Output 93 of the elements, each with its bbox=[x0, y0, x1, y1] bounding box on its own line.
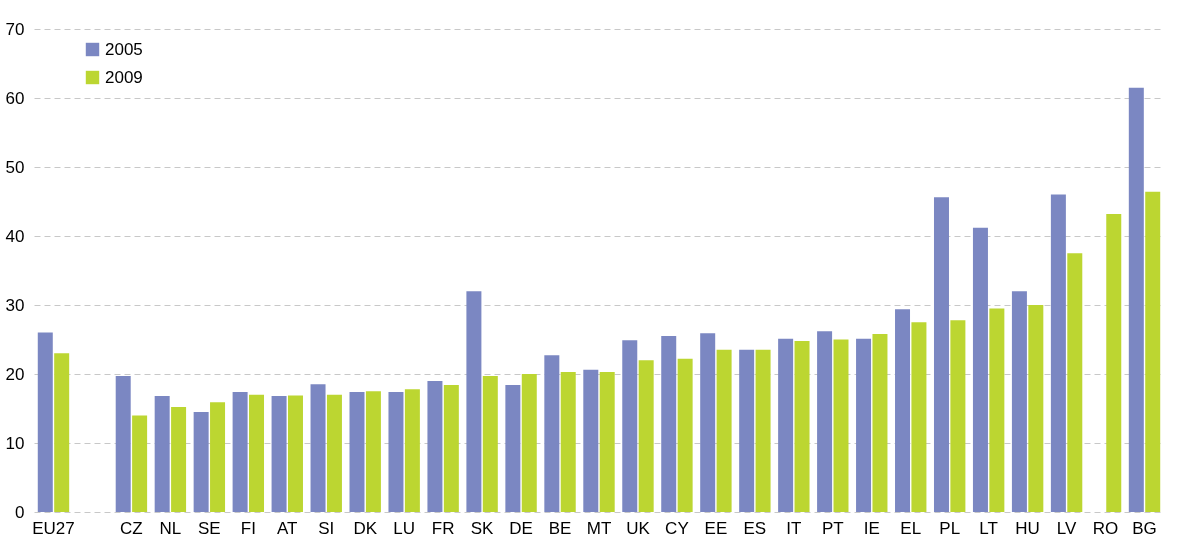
x-tick-label: LT bbox=[979, 518, 998, 538]
bar bbox=[833, 339, 849, 512]
bar bbox=[521, 374, 537, 512]
bar bbox=[349, 391, 365, 512]
bar bbox=[1050, 194, 1066, 512]
y-tick-label: 30 bbox=[5, 295, 25, 315]
bar bbox=[794, 340, 810, 512]
bar bbox=[466, 291, 482, 512]
bar bbox=[271, 396, 287, 512]
bar bbox=[171, 407, 187, 512]
y-tick-label: 0 bbox=[15, 502, 25, 522]
bar bbox=[1128, 87, 1144, 512]
y-tick-label: 20 bbox=[5, 364, 25, 384]
bar bbox=[210, 402, 226, 512]
legend-label: 2009 bbox=[105, 67, 143, 87]
bar bbox=[856, 338, 872, 512]
y-tick-label: 10 bbox=[5, 433, 25, 453]
x-tick-label: RO bbox=[1092, 518, 1119, 538]
bar bbox=[37, 332, 53, 512]
y-tick-label: 60 bbox=[5, 88, 25, 108]
bar bbox=[560, 371, 576, 512]
bar bbox=[872, 333, 888, 512]
bar bbox=[544, 355, 560, 512]
bar bbox=[895, 309, 911, 512]
bar bbox=[989, 308, 1005, 512]
x-tick-label: DK bbox=[353, 518, 378, 538]
y-tick-label: 40 bbox=[5, 226, 25, 246]
legend-label: 2005 bbox=[105, 39, 143, 59]
bar bbox=[1028, 305, 1044, 512]
bar bbox=[326, 394, 342, 512]
x-tick-label: SK bbox=[470, 518, 495, 538]
x-tick-label: BE bbox=[548, 518, 572, 538]
x-tick-label: CY bbox=[665, 518, 689, 538]
bar bbox=[599, 371, 615, 512]
x-tick-label: BG bbox=[1132, 518, 1157, 538]
x-tick-label: EE bbox=[704, 518, 728, 538]
bar bbox=[505, 385, 521, 512]
bar bbox=[404, 389, 420, 512]
bar bbox=[755, 349, 771, 512]
bar bbox=[677, 358, 693, 512]
bar bbox=[583, 369, 599, 512]
bar bbox=[1067, 253, 1083, 512]
bar bbox=[972, 227, 988, 512]
y-tick-label: 50 bbox=[5, 157, 25, 177]
bar bbox=[443, 385, 459, 512]
x-tick-label: FI bbox=[240, 518, 256, 538]
bar bbox=[310, 384, 326, 512]
bar bbox=[365, 391, 381, 512]
x-tick-label: MT bbox=[586, 518, 612, 538]
bar bbox=[427, 380, 443, 512]
x-tick-label: IT bbox=[786, 518, 802, 538]
x-tick-label: HU bbox=[1015, 518, 1040, 538]
bar bbox=[132, 415, 148, 512]
bar bbox=[1145, 191, 1161, 512]
bar bbox=[1011, 291, 1027, 512]
bar bbox=[778, 338, 794, 512]
y-tick-label: 70 bbox=[5, 19, 25, 39]
x-tick-label: FR bbox=[431, 518, 455, 538]
bar bbox=[661, 336, 677, 512]
bar bbox=[739, 349, 755, 512]
bar bbox=[933, 197, 949, 512]
x-tick-label: EL bbox=[900, 518, 922, 538]
bar bbox=[287, 395, 303, 512]
bar bbox=[249, 394, 265, 512]
x-tick-label: DE bbox=[509, 518, 533, 538]
bar bbox=[911, 322, 927, 512]
bar bbox=[54, 353, 70, 512]
bar bbox=[388, 391, 404, 512]
bar bbox=[154, 396, 170, 512]
x-tick-label: IE bbox=[863, 518, 880, 538]
bar bbox=[700, 333, 716, 512]
x-tick-label: PT bbox=[821, 518, 844, 538]
bar bbox=[638, 360, 654, 512]
x-tick-label: SI bbox=[318, 518, 335, 538]
bar bbox=[716, 349, 732, 512]
x-tick-label: PL bbox=[939, 518, 961, 538]
bar bbox=[817, 331, 833, 512]
bar bbox=[950, 320, 966, 512]
x-tick-label: ES bbox=[743, 518, 767, 538]
bar bbox=[482, 376, 498, 512]
x-tick-label: EU27 bbox=[32, 518, 75, 538]
x-tick-label: UK bbox=[626, 518, 651, 538]
bar bbox=[115, 376, 131, 512]
x-tick-label: NL bbox=[159, 518, 182, 538]
x-tick-label: SE bbox=[198, 518, 221, 538]
x-tick-label: LU bbox=[393, 518, 416, 538]
x-tick-label: CZ bbox=[120, 518, 143, 538]
bar bbox=[193, 411, 209, 512]
bar bbox=[622, 340, 638, 512]
bar bbox=[1106, 213, 1122, 512]
x-tick-label: AT bbox=[277, 518, 298, 538]
bar bbox=[232, 391, 248, 512]
x-tick-label: LV bbox=[1056, 518, 1078, 538]
